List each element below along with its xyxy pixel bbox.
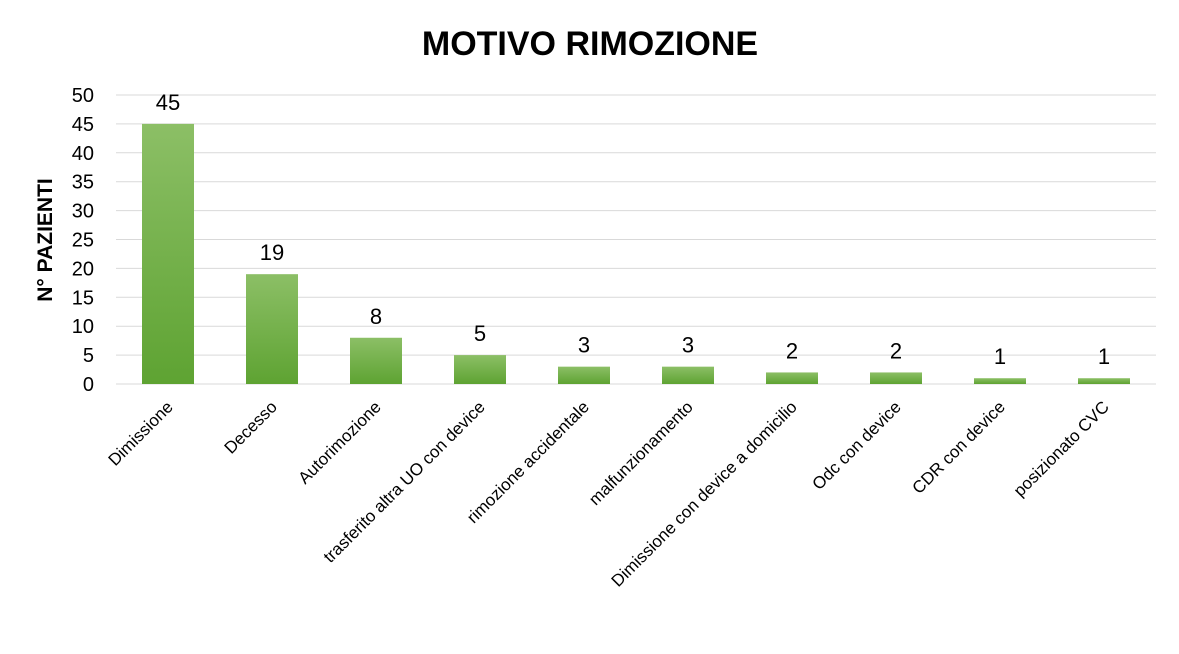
bar-2: [350, 337, 402, 384]
data-label: 2: [786, 338, 798, 363]
bar-5: [662, 366, 714, 384]
bar-4: [558, 366, 610, 384]
data-labels: 45 19 8 5 3 3 2 2 1 1: [156, 90, 1110, 369]
bar-0: [142, 123, 194, 385]
category-label: Autorimozione: [295, 397, 385, 487]
y-tick-label: 0: [83, 374, 94, 396]
data-label: 3: [682, 333, 694, 358]
category-label: Dimissione: [105, 397, 177, 469]
bar-1: [246, 274, 298, 384]
chart-title: MOTIVO RIMOZIONE: [422, 25, 758, 63]
y-tick-label: 35: [72, 172, 94, 194]
data-label: 3: [578, 333, 590, 358]
bar-7: [870, 372, 922, 384]
y-tick-label: 45: [72, 114, 94, 136]
y-tick-label: 10: [72, 316, 94, 338]
category-label: Odc con device: [809, 397, 905, 493]
bar-9: [1078, 378, 1130, 384]
category-label: Dimissione con device a domicilio: [608, 397, 801, 590]
data-label: 19: [260, 240, 284, 265]
bars: [142, 123, 1130, 385]
y-tick-label: 30: [72, 201, 94, 223]
data-label: 1: [1098, 344, 1110, 369]
data-label: 5: [474, 321, 486, 346]
y-tick-label: 15: [72, 287, 94, 309]
category-label: Decesso: [221, 397, 281, 457]
data-label: 45: [156, 90, 180, 115]
category-label: CDR con device: [909, 397, 1009, 497]
data-label: 2: [890, 338, 902, 363]
category-label: posizionato CVC: [1010, 397, 1113, 500]
category-labels: Dimissione Decesso Autorimozionetrasferito…: [105, 397, 1113, 590]
category-label: malfunzionamento: [585, 397, 697, 509]
y-tick-label: 40: [72, 143, 94, 165]
data-label: 1: [994, 344, 1006, 369]
y-tick-label: 50: [72, 85, 94, 107]
y-axis-ticks: 0 5 10 15 20 25 30 35 40 45 50: [72, 85, 94, 396]
bar-8: [974, 378, 1026, 384]
y-axis-title: N° PAZIENTI: [34, 178, 57, 302]
y-tick-label: 5: [83, 345, 94, 367]
y-tick-label: 25: [72, 230, 94, 252]
data-label: 8: [370, 304, 382, 329]
bar-3: [454, 355, 506, 384]
y-tick-label: 20: [72, 258, 94, 280]
bar-6: [766, 372, 818, 384]
